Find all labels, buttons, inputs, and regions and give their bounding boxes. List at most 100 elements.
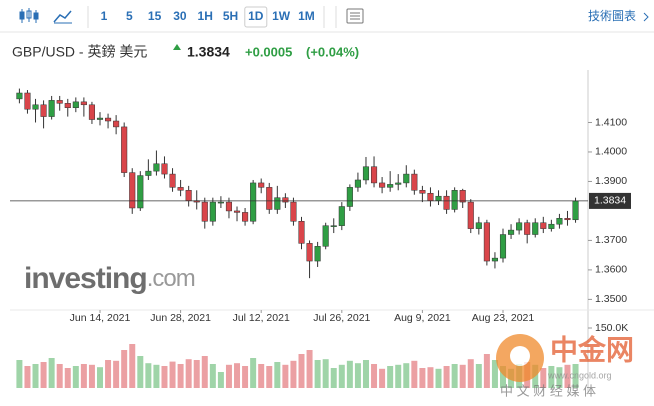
volume-bar [64,368,71,388]
interval-button[interactable]: 1D [248,9,264,23]
candle-body [322,225,329,247]
volume-bar [217,372,224,388]
candle-body [185,190,192,201]
candle-body [48,100,55,117]
volume-bar [201,356,208,388]
candle-body [306,243,313,262]
volume-bar [161,366,168,388]
candle-body [346,187,353,207]
interval-button[interactable]: 1M [298,9,315,23]
volume-bar [362,360,369,388]
volume-bar [427,367,434,388]
candle-body [540,222,547,229]
interval-button[interactable]: 1W [272,9,291,23]
change-pct: (+0.04%) [306,44,359,59]
candle-body [370,166,378,184]
interval-button[interactable]: 1 [101,9,108,23]
volume-bar [16,360,23,388]
chart-link[interactable]: 技術圖表 [588,9,636,23]
volume-bar [121,350,128,388]
candle-body [338,206,345,226]
candle-body [24,92,31,110]
interval-button[interactable]: 30 [173,9,187,23]
candle-body [564,218,571,221]
volume-bar [338,364,345,388]
candle-body [56,100,63,104]
interval-button[interactable]: 5 [126,9,133,23]
volume-bar [435,368,442,388]
candle-body [395,182,402,185]
volume-bar [274,362,281,388]
volume-bar [72,366,79,388]
candle-body [459,190,466,203]
volume-bar [80,364,87,388]
volume-bar [419,368,426,388]
candle-body [32,104,39,110]
volume-bar [88,364,95,388]
change: +0.0005 [245,44,292,59]
candle-body [266,187,273,210]
volume-bar [443,366,450,388]
candle-body [233,210,241,213]
volume-bar [411,360,418,388]
volume-bar [403,363,410,388]
volume-bar [185,359,192,388]
candle-body [16,92,23,100]
candle-body [467,201,474,229]
volume-bar [209,364,216,388]
y-tick-label: 1.4000 [595,146,627,158]
volume-bar [258,364,265,388]
candle-body [443,195,450,210]
brand-suffix: .com [147,265,195,292]
candle-body [80,101,87,106]
candle-body [556,218,563,225]
candle-body [524,222,531,235]
volume-bar [500,366,506,388]
candle-body [435,195,442,201]
candle-body [282,197,289,203]
volume-bar [322,359,329,388]
brand: investing [24,262,147,295]
settings-icon[interactable] [346,8,364,24]
volume-bar [371,364,378,388]
volume-tick-label: 150.0K [595,322,628,334]
volume-bar [330,368,337,388]
volume-bar [290,360,297,388]
candle-body [40,104,47,117]
volume-bar [242,366,249,388]
candle-body [258,182,265,188]
volume-bar [475,364,482,388]
chart-link-arrow[interactable] [643,12,649,22]
volume-bar [105,360,112,388]
volume-bar [379,368,386,388]
volume-bar [24,366,31,388]
volume-bar [40,362,47,388]
candle-body [354,179,361,188]
volume-bar [451,364,458,388]
volume-bar [387,366,394,388]
interval-button[interactable]: 1H [198,9,213,23]
volume-bar [32,364,39,388]
candle-body [548,223,555,229]
interval-button[interactable]: 5H [223,9,238,23]
candle-body [177,187,184,191]
line-icon[interactable] [53,10,72,23]
marks: 1 5 15 30 1H 5H 1D 1W 1M1.35001.36001.37001.3900… [10,6,631,388]
volume-bar [306,350,313,388]
candle-body [129,172,136,209]
volume-bar [354,363,361,388]
candle-body [572,200,579,221]
candle-body [499,234,507,259]
candle-icon[interactable] [19,8,39,23]
candle-body [250,182,257,222]
candle-body [483,222,490,262]
volume-bar [298,354,305,388]
volume-bar [556,367,563,388]
interval-button[interactable]: 15 [148,9,162,23]
candle-body [113,120,120,128]
candle-body [96,117,104,120]
site-logo-inner [510,346,530,366]
candle-body [161,163,168,175]
y-tick-label: 1.3600 [595,264,627,276]
